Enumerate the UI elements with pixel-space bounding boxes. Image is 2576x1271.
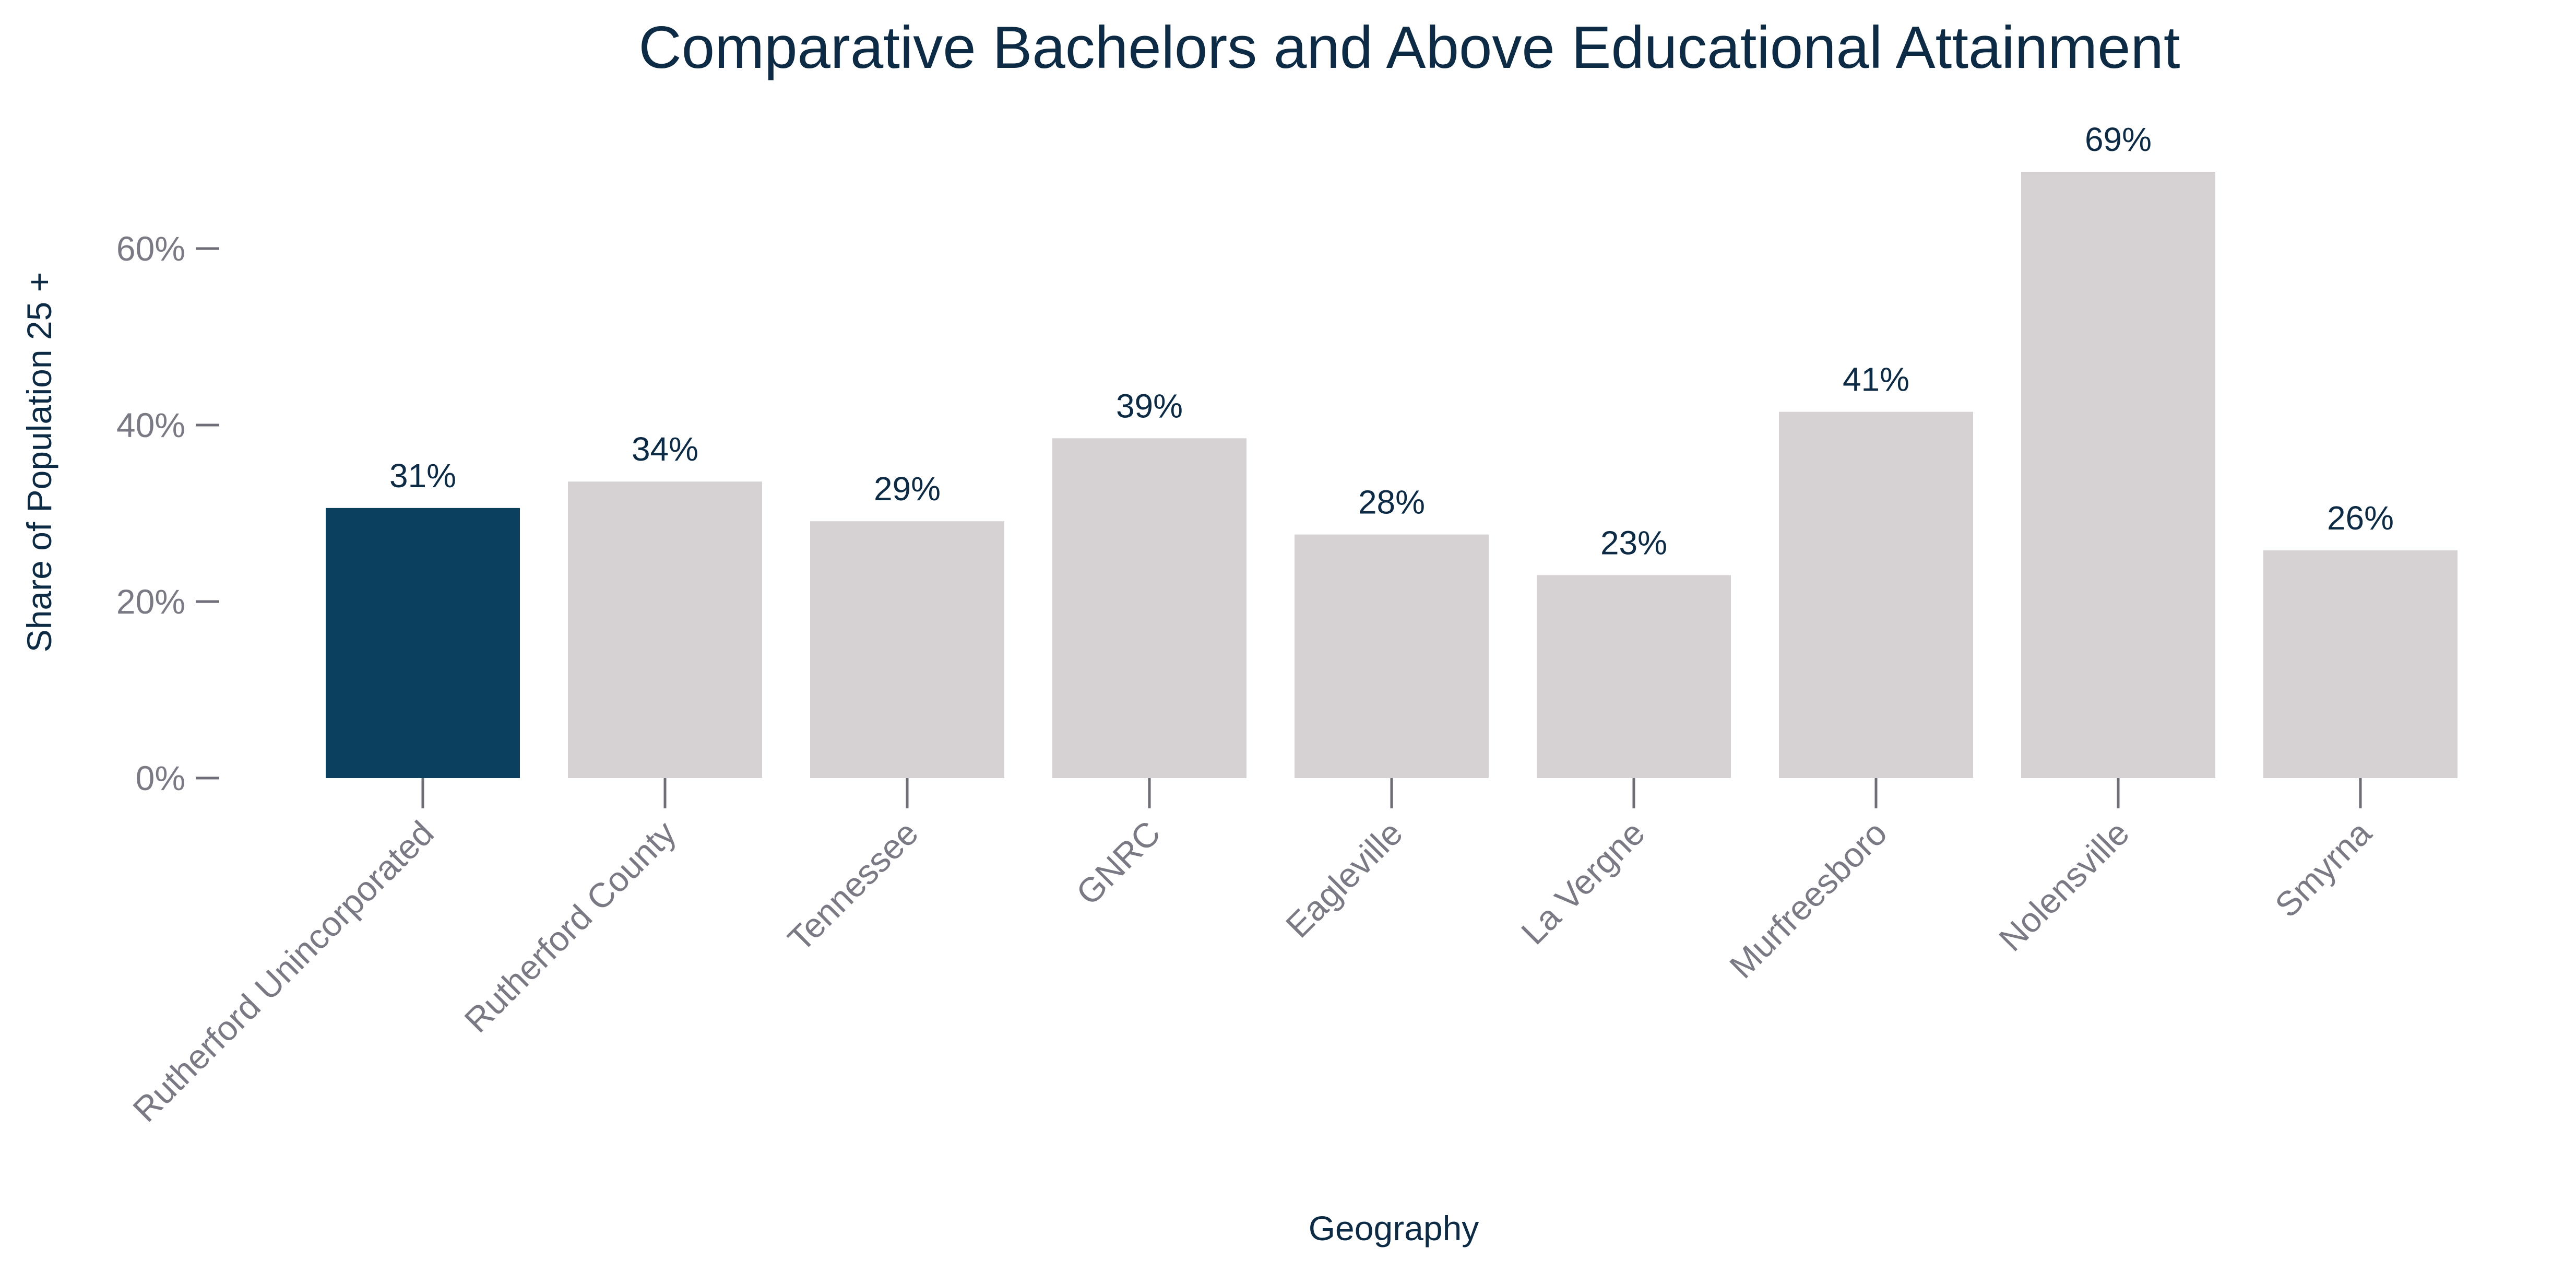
x-tick-label-6: Murfreesboro [1722, 814, 1894, 986]
x-axis-label: Geography [1309, 1209, 1479, 1248]
bars-group: 31% 34% 29% 39% 28% 23% 41% 69% 26% [326, 121, 2458, 779]
data-label-8: 26% [2327, 499, 2394, 537]
y-tick-label-1: 20% [116, 582, 185, 621]
bar-4 [1295, 534, 1489, 778]
data-label-1: 34% [632, 430, 698, 468]
bar-5 [1537, 575, 1731, 778]
bar-0 [326, 508, 520, 778]
bar-8 [2263, 550, 2458, 778]
y-tick-label-3: 60% [116, 229, 185, 268]
x-axis: Rutherford Unincorporated Rutherford Coun… [125, 778, 2379, 1129]
x-tick-label-1: Rutherford County [457, 814, 683, 1040]
y-tick-label-0: 0% [136, 759, 185, 797]
data-label-4: 28% [1358, 484, 1425, 521]
data-label-0: 31% [389, 457, 456, 495]
x-tick-label-8: Smyrna [2268, 813, 2379, 924]
bar-1 [568, 481, 762, 778]
data-label-5: 23% [1600, 524, 1667, 561]
y-axis-label: Share of Population 25 + [20, 272, 58, 652]
y-axis: 0% 20% 40% 60% [116, 229, 219, 797]
x-tick-label-7: Nolensville [1991, 814, 2136, 959]
bar-3 [1052, 438, 1247, 778]
x-tick-label-3: GNRC [1069, 814, 1168, 913]
data-label-6: 41% [1843, 361, 1909, 398]
bar-7 [2021, 171, 2215, 779]
bar-6 [1779, 411, 1973, 778]
x-tick-label-2: Tennessee [780, 814, 925, 959]
data-label-3: 39% [1116, 387, 1183, 425]
data-label-2: 29% [874, 470, 941, 508]
bar-2 [810, 521, 1004, 778]
x-tick-label-4: Eagleville [1278, 814, 1410, 945]
x-tick-label-0: Rutherford Unincorporated [125, 814, 441, 1129]
x-tick-label-5: La Vergne [1514, 814, 1652, 952]
data-label-7: 69% [2085, 121, 2152, 158]
chart-title: Comparative Bachelors and Above Educatio… [638, 15, 2180, 81]
y-tick-label-2: 40% [116, 406, 185, 444]
